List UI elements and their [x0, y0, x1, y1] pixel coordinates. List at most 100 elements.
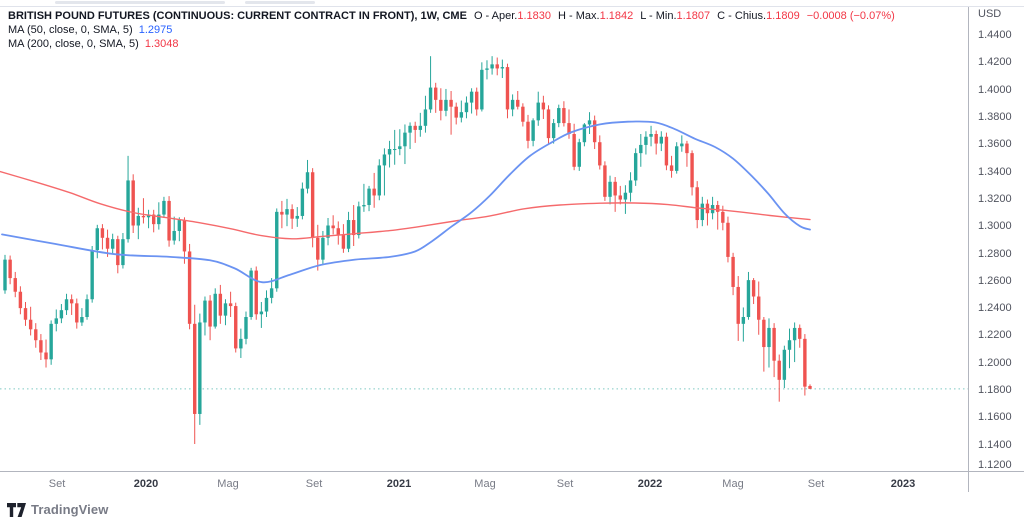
candle-body: [480, 69, 484, 110]
candle-body: [316, 237, 320, 260]
candle-body: [59, 310, 64, 319]
candle-body: [187, 251, 192, 324]
symbol-title[interactable]: BRITISH POUND FUTURES (CONTINUOUS: CURRE…: [8, 10, 467, 22]
candle-body: [444, 99, 448, 111]
candle-body: [741, 317, 746, 324]
candle-body: [782, 349, 787, 380]
candle-body: [18, 291, 23, 309]
candle-body: [695, 187, 699, 221]
candle-body: [690, 153, 694, 188]
ohlc-open: O - Aper.1.1830: [474, 10, 551, 22]
candle-body: [751, 280, 756, 297]
candle-body: [146, 214, 151, 218]
candle-body: [746, 280, 751, 318]
candle-body: [326, 225, 330, 238]
candle-body: [264, 297, 269, 312]
candle-body: [510, 99, 515, 110]
candle-body: [633, 153, 638, 181]
candle-body: [193, 323, 197, 414]
candle-body: [557, 108, 561, 124]
candle-body: [490, 64, 494, 69]
price-axis[interactable]: USD 1.4400 1.4200 1.4000 1.3800 1.3600 1.3400…: [969, 0, 1024, 523]
candle-body: [157, 214, 161, 225]
time-axis-label: Mag: [474, 478, 496, 490]
candle-body: [75, 303, 79, 323]
candle-body: [172, 230, 176, 241]
candle-body: [736, 286, 740, 324]
ma50-legend-row[interactable]: MA (50, close, 0, SMA, 5) 1.2975: [8, 23, 895, 37]
candle-body: [100, 228, 105, 238]
candle-body: [290, 209, 294, 219]
candle-body: [203, 300, 207, 323]
time-axis[interactable]: Set 2020 Mag Set 2021 Mag Set 2022 Mag Set 2023: [0, 472, 968, 494]
ma50-value: 1.2975: [138, 24, 173, 36]
candle-body: [249, 270, 253, 318]
candle-body: [469, 91, 474, 103]
candle-body: [136, 215, 141, 226]
candle-body: [116, 239, 120, 266]
candle-body: [39, 340, 43, 353]
candle-body: [495, 64, 499, 69]
candle-body: [757, 296, 761, 320]
candle-body: [69, 299, 74, 304]
candle-body: [526, 121, 530, 141]
candle-body: [674, 146, 679, 171]
candle-body: [23, 308, 28, 320]
candle-body: [726, 222, 730, 257]
time-axis-label: Set: [807, 478, 825, 490]
tradingview-attribution[interactable]: TradingView: [7, 502, 108, 517]
candle-body: [167, 200, 171, 241]
candle-body: [700, 203, 705, 221]
ma50-label: MA (50, close, 0, SMA, 5): [8, 24, 133, 36]
candle-body: [131, 180, 135, 226]
ohlc-close: C - Chius.1.1809: [717, 10, 800, 22]
candle-body: [572, 134, 576, 167]
candle-body: [536, 102, 540, 121]
candle-body: [551, 123, 556, 139]
candle-body: [403, 132, 407, 147]
ma-200-line: [0, 170, 811, 240]
candle-body: [377, 165, 381, 196]
candle-body: [208, 300, 212, 327]
time-axis-label: Set: [556, 478, 574, 490]
low-label: L - Min.: [640, 10, 677, 22]
candle-body: [449, 99, 453, 107]
candle-body: [792, 327, 797, 341]
candle-body: [787, 340, 792, 350]
candle-body: [777, 360, 781, 380]
legend-symbol-row: BRITISH POUND FUTURES (CONTINUOUS: CURRE…: [8, 9, 895, 23]
candle-body: [716, 205, 720, 212]
price-axis-label: 1.1800: [978, 384, 1012, 397]
candle-body: [121, 239, 125, 266]
candle-body: [95, 228, 99, 251]
candle-body: [808, 385, 812, 389]
candle-body: [531, 120, 535, 141]
candle-body: [803, 338, 807, 387]
candle-body: [613, 181, 617, 196]
candle-body: [659, 136, 664, 144]
candle-body: [382, 154, 387, 166]
toolbar-remnant: [55, 1, 225, 4]
candle-body: [413, 125, 417, 130]
candle-body: [418, 125, 423, 130]
candle-body: [772, 327, 776, 361]
candle-body: [239, 338, 243, 349]
price-axis-label: 1.3000: [978, 220, 1012, 233]
candle-body: [162, 200, 166, 215]
tradingview-logo-icon: [7, 502, 26, 517]
price-axis-label: 1.2800: [978, 247, 1012, 260]
candle-body: [321, 237, 325, 260]
high-value: 1.1842: [599, 10, 634, 22]
candle-body: [392, 149, 397, 151]
candle-body: [664, 136, 669, 166]
candle-body: [562, 108, 566, 124]
ma200-legend-row[interactable]: MA (200, close, 0, SMA, 5) 1.3048: [8, 37, 895, 51]
candle-body: [269, 288, 274, 298]
candle-body: [639, 144, 643, 154]
price-axis-label: 1.1200: [978, 459, 1012, 471]
candle-body: [577, 142, 581, 167]
candle-body: [331, 225, 335, 229]
price-axis-label: 1.3600: [978, 138, 1012, 151]
candle-body: [680, 143, 684, 147]
